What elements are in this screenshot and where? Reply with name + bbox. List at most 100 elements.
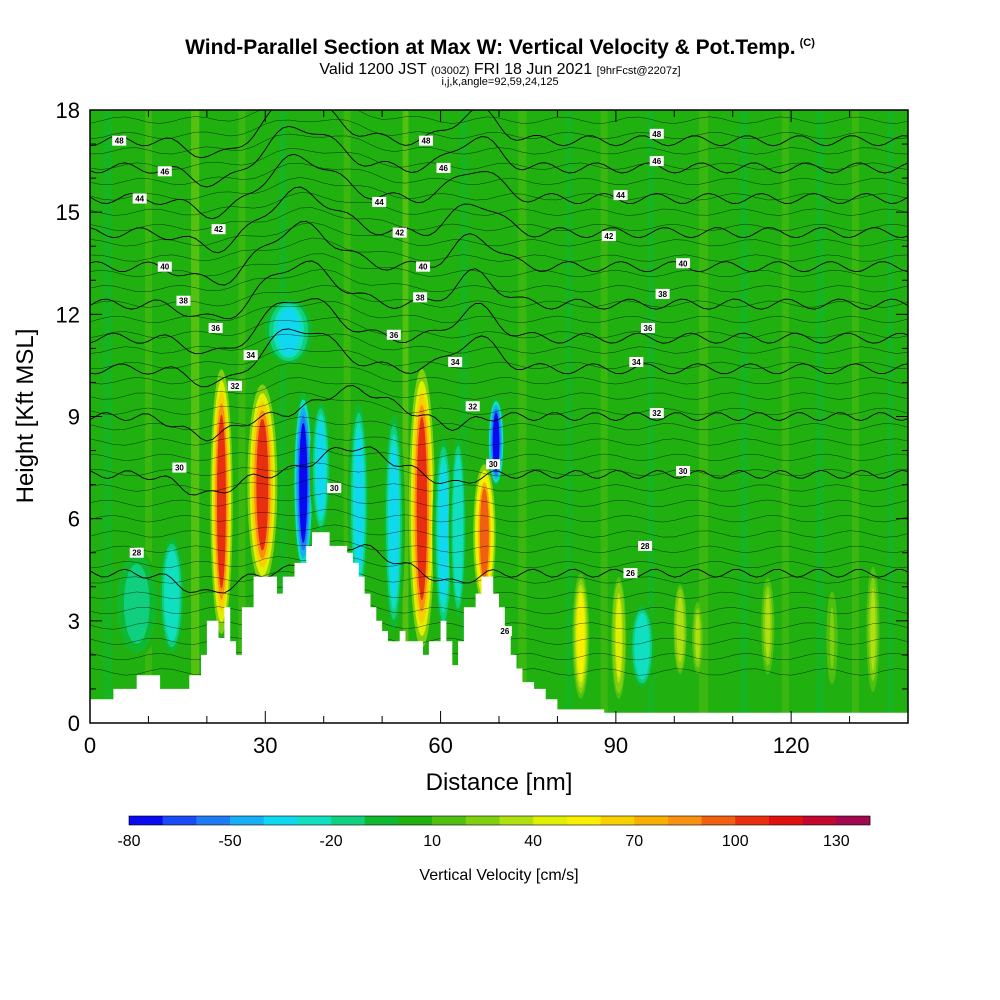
colorbar-tick-label: 130 xyxy=(823,833,850,850)
contour-label-box xyxy=(649,128,664,139)
contour-label: 42 xyxy=(395,229,404,238)
y-tick-label: 9 xyxy=(68,405,80,430)
contour-label: 44 xyxy=(616,191,625,200)
contour-label-box xyxy=(413,292,428,303)
contour-label-box xyxy=(655,288,670,299)
colorbar-swatch xyxy=(432,816,467,825)
w-column xyxy=(389,444,399,600)
valid-time: Valid 1200 JST xyxy=(319,61,427,78)
contour-label: 32 xyxy=(230,382,239,391)
forecast-info: [9hrFcst@2207z] xyxy=(596,65,681,77)
theta-contour xyxy=(90,260,908,320)
contour-label-box xyxy=(327,483,342,494)
theta-contour-minor xyxy=(90,524,908,538)
contour-label: 34 xyxy=(632,358,641,367)
contour-label: 38 xyxy=(658,290,667,299)
theta-contour-minor xyxy=(90,540,908,553)
colorbar-frame xyxy=(128,815,871,826)
w-background-band xyxy=(518,110,527,723)
contour-label: 46 xyxy=(439,164,448,173)
colorbar-swatch xyxy=(230,816,265,825)
w-column xyxy=(677,599,683,659)
w-background-band xyxy=(740,110,749,723)
theta-contour xyxy=(90,385,908,442)
contour-label: 28 xyxy=(641,542,650,551)
contour-label-box xyxy=(649,408,664,419)
colorbar-swatch xyxy=(263,816,298,825)
contour-label: 48 xyxy=(115,137,124,146)
theta-contour-minor xyxy=(90,301,908,324)
contour-label-box xyxy=(176,295,191,306)
contour-label-box xyxy=(243,350,258,361)
contour-label: 48 xyxy=(652,130,661,139)
colorbar-swatch xyxy=(331,816,366,825)
w-background-band xyxy=(343,110,351,723)
colorbar-swatch xyxy=(398,816,433,825)
contour-label-box xyxy=(211,224,226,235)
y-axis-label: Height [Kft MSL] xyxy=(12,329,39,504)
x-tick-label: 120 xyxy=(773,733,810,758)
theta-contour-minor xyxy=(90,268,908,293)
colorbar-swatch xyxy=(196,816,231,825)
contour-label-box xyxy=(386,329,401,340)
contour-label: 36 xyxy=(389,331,398,340)
colorbar-tick-label: -50 xyxy=(218,833,241,850)
colorbar-tick-label: 40 xyxy=(524,833,542,850)
w-column xyxy=(299,422,308,543)
w-column xyxy=(216,414,226,589)
theta-contour xyxy=(90,110,908,159)
vertical-velocity-field xyxy=(102,110,894,723)
w-column xyxy=(829,607,835,669)
w-column xyxy=(765,594,771,658)
theta-contour-minor xyxy=(90,348,908,370)
contour-label-box xyxy=(638,540,653,551)
contour-label-box xyxy=(676,465,691,476)
w-background-band xyxy=(851,110,859,723)
contour-label-box xyxy=(172,462,187,473)
colorbar-swatch xyxy=(735,816,770,825)
contour-label: 48 xyxy=(422,137,431,146)
theta-contour-minor xyxy=(90,556,908,569)
colorbar-swatch xyxy=(499,816,534,825)
w-background-band xyxy=(600,110,608,723)
title-main: Wind-Parallel Section at Max W: Vertical… xyxy=(185,36,796,59)
w-background-band xyxy=(781,110,789,723)
valid-utc: (0300Z) xyxy=(430,65,470,77)
contour-label-box xyxy=(112,135,127,146)
x-tick-label: 30 xyxy=(253,733,277,758)
colorbar-swatch xyxy=(566,816,601,825)
contour-label-box xyxy=(486,459,501,470)
contour-label-box xyxy=(129,547,144,558)
theta-contour-minor xyxy=(90,148,908,170)
colorbar-swatch xyxy=(634,816,669,825)
y-tick-label: 18 xyxy=(56,98,80,123)
theta-contour-minor xyxy=(90,333,908,354)
contour-label: 42 xyxy=(604,232,613,241)
colorbar-swatch xyxy=(768,816,803,825)
contour-label-box xyxy=(629,357,644,368)
theta-contour-minor xyxy=(90,133,908,155)
w-background-band xyxy=(144,110,152,723)
contour-label-box xyxy=(465,401,480,412)
x-tick-label: 90 xyxy=(604,733,628,758)
theta-contour-minor xyxy=(90,207,908,232)
w-column xyxy=(166,554,178,637)
contour-label: 42 xyxy=(214,225,223,234)
y-tick-label: 15 xyxy=(56,200,80,225)
w-column xyxy=(870,588,876,671)
colorbar-tick-label: -20 xyxy=(320,833,343,850)
theta-contour-minor xyxy=(90,432,908,446)
contour-label: 30 xyxy=(679,467,688,476)
w-background-band xyxy=(698,110,709,723)
contour-label: 30 xyxy=(175,464,184,473)
contour-label: 38 xyxy=(179,297,188,306)
w-background-band xyxy=(460,110,468,723)
y-tick-label: 12 xyxy=(56,302,80,327)
contour-label-box xyxy=(601,231,616,242)
contour-label-box xyxy=(157,166,172,177)
contour-label-box xyxy=(416,261,431,272)
colorbar-tick-label: 70 xyxy=(625,833,643,850)
w-column xyxy=(577,595,585,678)
theta-contour-minor xyxy=(90,362,908,385)
